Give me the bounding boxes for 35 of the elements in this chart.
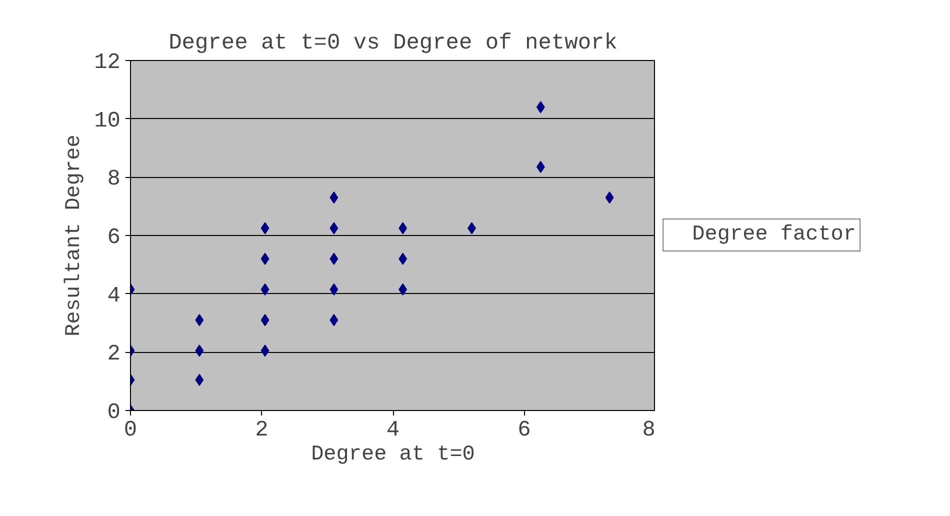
point bbox=[398, 252, 408, 265]
point bbox=[330, 283, 338, 296]
y-tick-label: 8 bbox=[107, 166, 120, 192]
point bbox=[330, 314, 338, 326]
point bbox=[330, 222, 338, 234]
y-tick-label: 0 bbox=[107, 400, 120, 425]
y-tick-label: 10 bbox=[94, 108, 120, 134]
point bbox=[605, 192, 614, 204]
y-tick-label: 2 bbox=[107, 342, 120, 367]
y-tick-label: 4 bbox=[107, 283, 120, 308]
chart-title: Degree at t=0 vs Degree of network bbox=[168, 30, 618, 56]
x-tick-label: 8 bbox=[642, 418, 656, 442]
x-tick-label: 2 bbox=[255, 418, 268, 442]
y-axis-title: Resultant Degree bbox=[63, 134, 86, 336]
point bbox=[260, 314, 270, 326]
text: Degree factor bbox=[692, 224, 856, 246]
point bbox=[536, 160, 545, 173]
point bbox=[330, 192, 338, 204]
point bbox=[330, 252, 338, 265]
point bbox=[260, 344, 270, 357]
point bbox=[398, 283, 408, 296]
x-tick-label: 0 bbox=[124, 418, 138, 442]
point bbox=[195, 374, 204, 386]
point bbox=[195, 344, 204, 357]
x-axis-title: Degree at t=0 bbox=[311, 444, 475, 466]
y-tick-label: 6 bbox=[107, 225, 120, 250]
point bbox=[398, 222, 408, 234]
x-tick-label: 4 bbox=[386, 418, 400, 442]
point bbox=[536, 101, 545, 114]
point bbox=[260, 283, 270, 296]
x-tick-label: 6 bbox=[518, 418, 531, 442]
y-tick-label: 12 bbox=[94, 50, 120, 75]
point bbox=[195, 314, 204, 326]
point bbox=[260, 252, 270, 265]
point bbox=[260, 222, 270, 234]
